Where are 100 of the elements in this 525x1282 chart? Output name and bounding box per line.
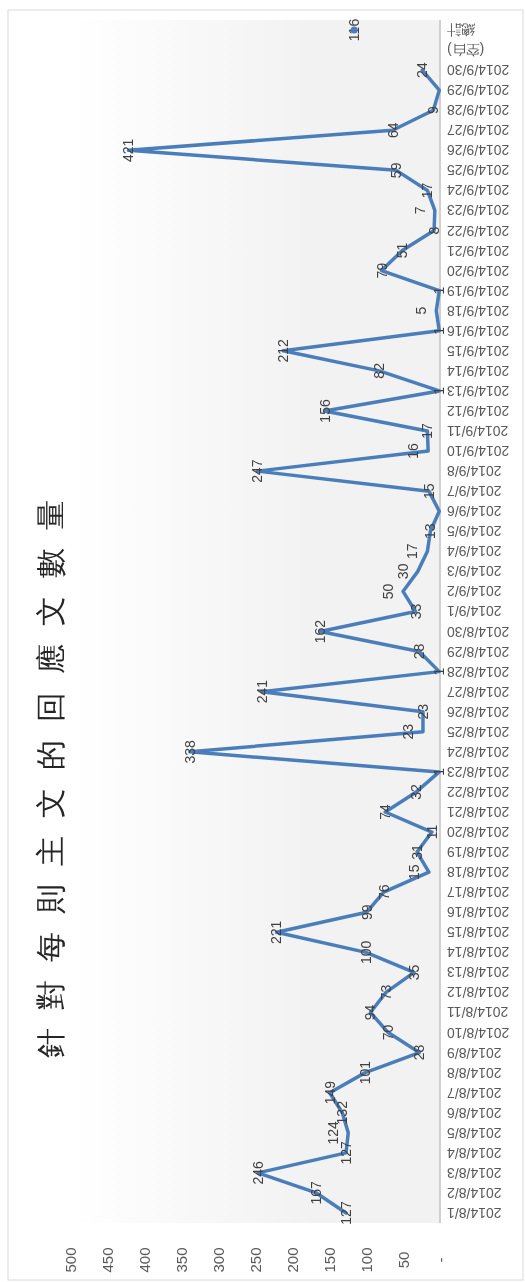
data-label: 33 [407, 603, 424, 620]
y-tick-label: 2014/8/4 [446, 1144, 502, 1161]
y-tick-label: 2014/8/23 [446, 763, 510, 780]
data-label: 247 [249, 459, 266, 483]
data-label: 1 [431, 667, 448, 676]
data-label: 1 [431, 286, 448, 295]
y-tick-label: 2014/8/18 [446, 864, 510, 881]
data-label: 149 [321, 1080, 338, 1105]
data-label: 5 [413, 306, 430, 315]
y-tick-label: 2014/9/25 [446, 162, 510, 179]
data-label: 17 [419, 182, 436, 199]
data-label: 17 [419, 423, 436, 439]
data-label: 59 [388, 162, 405, 179]
data-label: 28 [411, 643, 428, 660]
data-label: 51 [394, 242, 411, 259]
data-label: 11 [423, 824, 440, 840]
data-label: 23 [399, 723, 416, 740]
y-tick-label: 2014/8/26 [446, 703, 510, 720]
data-label: 30 [394, 563, 411, 580]
y-tick-label: 2014/8/24 [446, 743, 510, 760]
y-tick-label: 2014/8/11 [446, 1004, 509, 1021]
data-label: 8 [426, 226, 443, 235]
data-label: 94 [362, 1004, 379, 1021]
y-tick-label: 2014/8/3 [446, 1164, 502, 1181]
y-tick-label: 2014/9/21 [446, 242, 510, 259]
x-tick-label: 100 [357, 1247, 375, 1273]
y-tick-label: 2014/9/24 [446, 182, 510, 199]
y-tick-label: 2014/8/28 [446, 663, 510, 680]
y-tick-label: 2014/9/18 [446, 302, 510, 319]
y-tick-label: 2014/8/13 [446, 964, 510, 981]
data-label: 79 [373, 262, 390, 279]
y-tick-label: 2014/9/20 [446, 262, 510, 279]
y-tick-label: 2014/9/16 [446, 322, 510, 339]
data-label: 1 [431, 386, 448, 395]
y-tick-label: 2014/8/27 [446, 683, 510, 700]
y-tick-label: 2014/8/30 [446, 623, 510, 640]
y-tick-label: 2014/8/16 [446, 904, 510, 921]
data-label: 246 [249, 1161, 266, 1185]
y-tick-label: 2014/9/3 [446, 563, 502, 580]
y-tick-label: 2014/9/1 [446, 603, 502, 620]
y-tick-label: 2014/9/29 [446, 82, 510, 99]
x-tick-label: 200 [283, 1247, 301, 1273]
y-tick-label: 2014/8/15 [446, 924, 510, 941]
data-label: 9 [425, 106, 442, 115]
data-label: 32 [408, 783, 425, 800]
y-tick-label: 2014/8/12 [446, 984, 510, 1001]
data-label: 24 [414, 62, 431, 78]
y-tick-label: 2014/9/6 [446, 503, 502, 520]
y-tick-label: 2014/8/6 [446, 1104, 502, 1121]
data-label: 64 [384, 122, 401, 139]
y-tick-label: 2014/9/28 [446, 102, 510, 119]
x-tick-label: 50 [394, 1251, 412, 1269]
data-label: 127 [338, 1201, 355, 1225]
x-tick-label: 400 [135, 1247, 153, 1273]
y-tick-label: 2014/9/8 [446, 463, 502, 480]
data-label: 28 [411, 1044, 428, 1061]
y-tick-label: 2014/8/5 [446, 1124, 502, 1141]
y-tick-label: 2014/8/22 [446, 783, 510, 800]
data-label: 76 [375, 884, 392, 900]
data-label: 16 [405, 443, 422, 459]
x-tick-label: 250 [246, 1247, 264, 1273]
y-tick-label: (空白) [447, 42, 485, 59]
y-tick-label: 2014/9/30 [446, 62, 510, 79]
data-label: 7 [411, 206, 428, 215]
y-tick-label: 2014/9/19 [446, 282, 510, 299]
x-tick-label: 150 [320, 1247, 338, 1273]
data-label: 50 [380, 583, 396, 600]
y-tick-label: 2014/8/19 [446, 844, 510, 861]
y-tick-label: 2014/9/12 [446, 402, 510, 419]
y-tick-label: 2014/8/7 [446, 1084, 502, 1101]
y-tick-label: 2014/8/14 [446, 944, 510, 961]
y-tick-label: 2014/9/5 [446, 523, 502, 540]
y-tick-label: 2014/9/14 [446, 362, 510, 379]
y-tick-label: 2014/8/8 [446, 1064, 502, 1081]
y-tick-label: 2014/9/22 [446, 222, 510, 239]
data-label: 162 [312, 619, 329, 644]
y-tick-label: 2014/9/10 [446, 443, 510, 460]
data-label: 99 [358, 904, 375, 921]
y-tick-label: 2014/9/4 [446, 543, 502, 560]
y-tick-label: 2014/9/27 [446, 122, 510, 139]
data-label: 23 [414, 703, 431, 720]
data-label: 100 [358, 940, 374, 965]
y-tick-label: 2014/9/23 [446, 202, 510, 219]
data-label: 70 [380, 1024, 397, 1041]
data-label: 1 [431, 326, 448, 335]
data-label: 73 [377, 984, 394, 1001]
y-tick-label: 2014/9/2 [446, 583, 502, 600]
data-label: 241 [253, 679, 270, 704]
text: 針對每則主文的回應文數量 [33, 482, 67, 1058]
data-label: 31 [409, 844, 426, 860]
data-label: 15 [405, 864, 422, 880]
y-tick-label: 2014/9/13 [446, 382, 510, 399]
y-tick-label: 2014/8/29 [446, 643, 510, 660]
y-tick-label: 2014/8/10 [446, 1024, 510, 1041]
x-tick-label: 350 [172, 1247, 190, 1273]
y-tick-label: 2014/9/7 [446, 483, 502, 500]
y-tick-label: 2014/8/17 [446, 884, 510, 901]
data-label: 156 [316, 399, 333, 423]
data-label: 221 [268, 920, 285, 944]
x-tick-label: 500 [61, 1247, 79, 1273]
